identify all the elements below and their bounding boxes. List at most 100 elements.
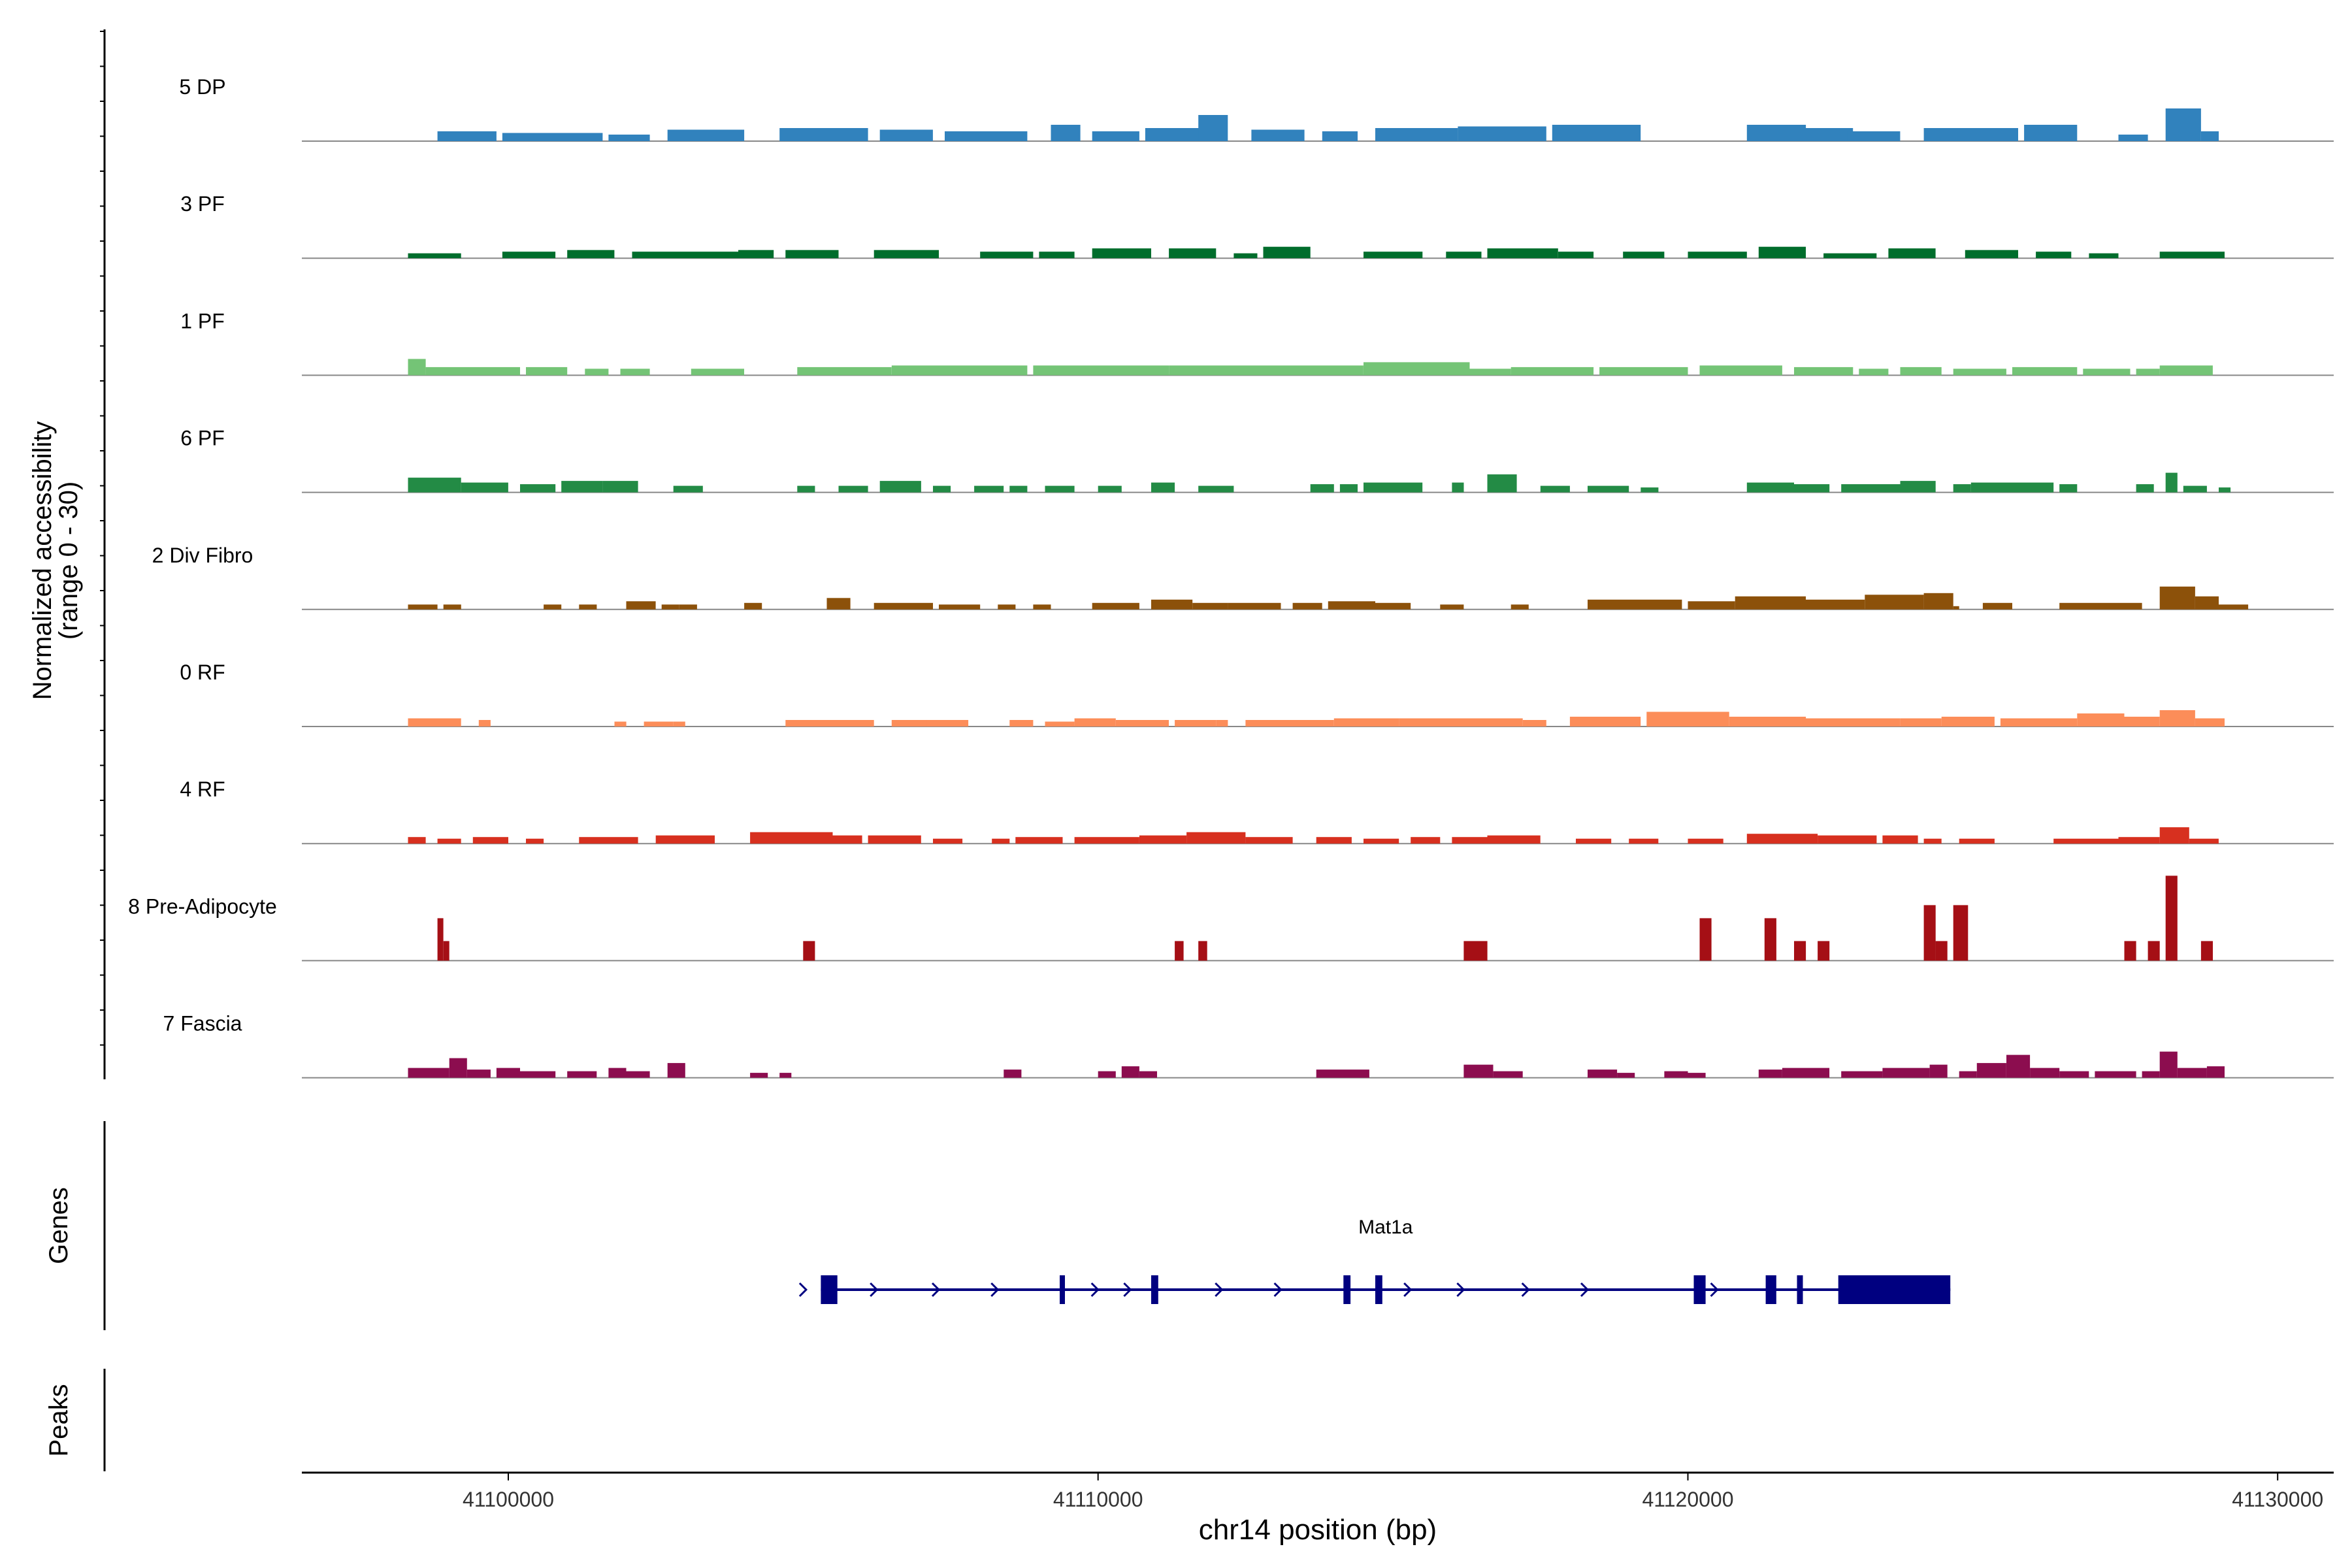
coverage-bar [998, 604, 1016, 610]
coverage-bar [1735, 596, 1806, 610]
coverage-bar [868, 835, 921, 844]
coverage-bar [1151, 482, 1175, 493]
coverage-bar [874, 602, 933, 610]
coverage-bar [1175, 941, 1184, 961]
coverage-bar [2219, 604, 2249, 610]
gene-exon [821, 1275, 838, 1304]
coverage-bar [667, 129, 745, 141]
coverage-bar [2012, 367, 2078, 376]
track-label: 5 DP [179, 75, 225, 99]
coverage-bar [1953, 368, 2006, 376]
coverage-bar [1970, 482, 2054, 493]
coverage-bar [1746, 834, 1818, 844]
coverage-bar [2206, 1066, 2225, 1078]
coverage-bar [1475, 941, 1488, 961]
gene-exon [1797, 1275, 1803, 1304]
x-axis-tick-label: 41100000 [463, 1488, 554, 1511]
coverage-bar [1328, 601, 1375, 610]
coverage-bar [502, 252, 556, 259]
coverage-bar [2159, 365, 2213, 376]
coverage-bar [1092, 131, 1139, 141]
coverage-bar [1806, 128, 1854, 141]
coverage-bar [602, 481, 638, 493]
coverage-bar [2053, 838, 2119, 844]
coverage-bar [2159, 710, 2195, 727]
gene-exon [1765, 1275, 1776, 1304]
coverage-bar [1764, 918, 1776, 961]
coverage-bar [1923, 593, 1953, 610]
coverage-bar [466, 1070, 491, 1078]
coverage-bar [1865, 595, 1924, 610]
coverage-bar [1729, 717, 1806, 727]
coverage-bar [2036, 252, 2072, 259]
coverage-bar [1364, 482, 1382, 493]
coverage-bar [992, 838, 1010, 844]
coverage-bar [526, 367, 568, 376]
coverage-bar [472, 837, 508, 844]
coverage-bar [797, 367, 892, 376]
coverage-bar [939, 604, 981, 610]
coverage-bar [1746, 482, 1794, 493]
coverage-bar [879, 481, 921, 493]
strand-arrow [1403, 1282, 1413, 1298]
coverage-bar [567, 1071, 597, 1078]
track-label: 1 PF [180, 309, 225, 333]
coverage-bar [1540, 485, 1570, 493]
coverage-bar [1746, 125, 1806, 141]
coverage-bar [1399, 718, 1476, 727]
coverage-bar [1522, 720, 1546, 727]
coverage-bar [1245, 720, 1334, 727]
coverage-bar [667, 1063, 685, 1078]
coverage-bar [408, 837, 426, 844]
coverage-bar [2136, 368, 2160, 376]
coverage-bar [644, 721, 674, 727]
coverage-bar [655, 835, 715, 844]
gene-exon [1151, 1275, 1158, 1304]
track-label: 6 PF [180, 427, 225, 450]
coverage-bar [408, 1068, 449, 1078]
coverage-bar [933, 838, 963, 844]
coverage-bar [1900, 481, 1936, 493]
coverage-bar [567, 250, 615, 259]
coverage-bar [1487, 835, 1541, 844]
coverage-bar [1198, 115, 1228, 141]
x-axis-tick-label: 41120000 [1642, 1488, 1734, 1511]
coverage-bar [1452, 482, 1464, 493]
track-label: 4 RF [180, 777, 225, 801]
coverage-bar [1092, 248, 1151, 259]
y-axis-label-line1: Normalized accessibility [28, 421, 57, 700]
coverage-bar [2089, 253, 2119, 259]
coverage-bar [1959, 838, 1995, 844]
coverage-bar [1364, 252, 1423, 259]
coverage-bar [520, 1071, 556, 1078]
coverage-bar [2124, 941, 2136, 961]
coverage-bar [1617, 1073, 1635, 1078]
strand-arrow [1521, 1282, 1530, 1298]
strand-arrow [870, 1282, 879, 1298]
coverage-bar [1364, 362, 1470, 376]
coverage-bar [2059, 484, 2078, 493]
coverage-bar [1511, 604, 1529, 610]
x-axis-tick-label: 41130000 [2232, 1488, 2323, 1511]
coverage-bar [838, 485, 868, 493]
coverage-bar [750, 832, 833, 844]
track-3-pf: 3 PF [180, 192, 2334, 259]
coverage-bar [803, 941, 815, 961]
coverage-bar [1139, 835, 1187, 844]
coverage-bar [1976, 1063, 2006, 1078]
coverage-bar [2136, 484, 2154, 493]
track-4-rf: 4 RF [180, 777, 2334, 845]
y-axis-label-line2: (range 0 - 30) [54, 482, 83, 640]
coverage-bar [1121, 1066, 1139, 1078]
track-5-dp: 5 DP [179, 75, 2334, 142]
coverage-bar [526, 838, 544, 844]
coverage-bar [2118, 837, 2160, 844]
coverage-bar [1569, 717, 1641, 727]
coverage-bar [579, 837, 638, 844]
coverage-bar [1511, 367, 1594, 376]
coverage-bar [1847, 131, 1901, 141]
coverage-bar [1882, 835, 1918, 844]
coverage-bar [785, 250, 839, 259]
coverage-bar [614, 721, 627, 727]
